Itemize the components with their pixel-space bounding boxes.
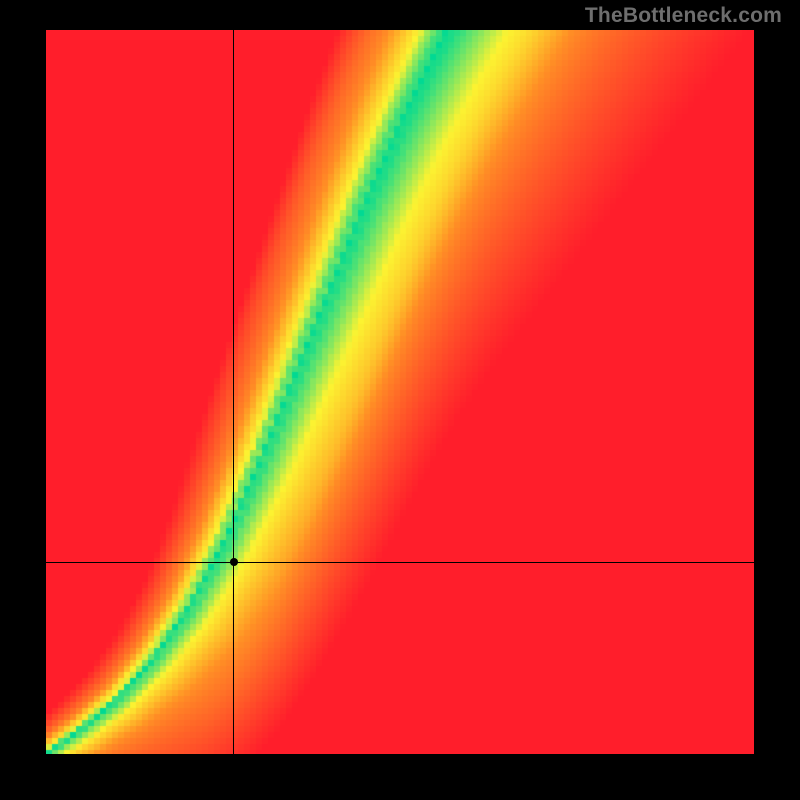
crosshair-horizontal [46,562,754,563]
attribution-text: TheBottleneck.com [585,4,782,28]
chart-container: TheBottleneck.com [0,0,800,800]
crosshair-vertical [233,30,234,754]
heatmap-plot [46,30,754,754]
marker-dot [230,558,238,566]
heatmap-canvas [46,30,754,754]
